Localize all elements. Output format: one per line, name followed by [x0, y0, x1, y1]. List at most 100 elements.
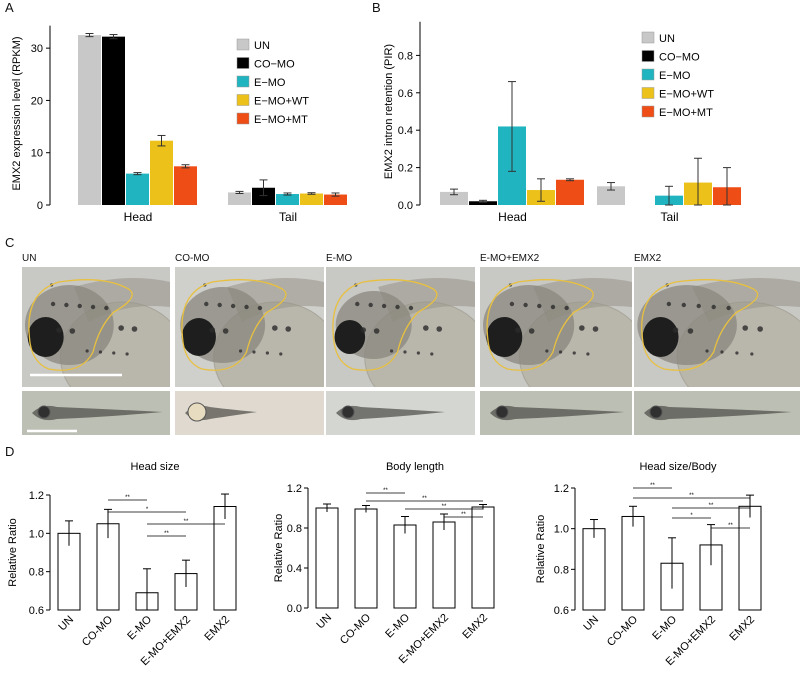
y-tick-label: 0.8: [29, 567, 44, 579]
significance-label: **: [728, 523, 733, 529]
pigment-spot: [222, 328, 229, 334]
embryo-body: [490, 405, 625, 421]
pigment-spot: [272, 325, 278, 331]
legend-swatch-0: [641, 31, 655, 44]
embryo-head-photo-1: [175, 267, 324, 387]
chart-d-body-length: Body length 0.0 0.4 0.8 1.2 Relative Ratio UN C…: [273, 461, 495, 666]
legend-swatch-0: [236, 38, 250, 51]
legend-label-3: E−MO+WT: [254, 96, 309, 108]
photo-label-4: EMX2: [634, 253, 662, 264]
bar-head-4: [174, 166, 197, 205]
bar-0: [315, 507, 339, 609]
pigment-spot: [238, 349, 243, 353]
chart-a-expression: 0 10 20 30 EMX2 expression level (RPKM) Head T…: [11, 25, 347, 224]
pigment-spot: [90, 304, 96, 310]
significance-label: **: [461, 512, 466, 518]
y-tick-label: 10: [31, 148, 43, 160]
legend-swatch-3: [236, 94, 250, 106]
legend-swatch-1: [236, 57, 250, 69]
pigment-spot: [416, 351, 420, 355]
pigment-spot: [98, 350, 103, 354]
embryo-eye-or-yolk: [37, 405, 51, 419]
y-tick-label: 0.4: [287, 563, 302, 575]
embryo-eye-or-yolk: [649, 405, 663, 419]
embryo-head-photo-4: [634, 267, 800, 387]
pigment-spot: [757, 326, 763, 332]
bar-1: [621, 515, 645, 611]
significance-label: **: [184, 519, 189, 525]
pigment-spot: [515, 327, 521, 333]
legend-label-2: E−MO: [254, 77, 286, 89]
embryo-eye-or-yolk: [495, 405, 509, 419]
significance-label: *: [690, 513, 693, 519]
pigment-spot: [572, 351, 576, 355]
x-tick-label-4: EMX2: [202, 614, 232, 644]
pigment-spot: [509, 301, 515, 307]
pigment-spot: [436, 326, 443, 332]
pigment-spot: [125, 352, 129, 356]
chart-title: Head size/Body: [639, 461, 717, 473]
bar-head-0: [78, 35, 101, 205]
embryo-body-photo-1: [175, 391, 324, 435]
pigment-spot: [368, 302, 373, 308]
photo-label-0: UN: [22, 253, 37, 264]
bar-head-4: [556, 179, 584, 205]
y-axis-label: Relative Ratio: [7, 518, 19, 586]
pigment-spot: [687, 328, 694, 334]
pigment-spot: [373, 328, 380, 334]
eye: [642, 317, 679, 357]
x-tick-label-4: EMX2: [727, 614, 757, 644]
pigment-spot: [705, 349, 709, 353]
chart-d-head-size-body: Head size/Body 0.6 0.8 1.0 1.2 Relative Ratio…: [535, 461, 762, 668]
legend-swatch-4: [236, 112, 250, 125]
head-outline: [181, 279, 287, 371]
embryo-body-photo-4: [634, 391, 800, 435]
pigment-spot: [265, 351, 269, 355]
legend-label-1: CO−MO: [659, 52, 700, 64]
y-tick-label: 0.0: [398, 200, 413, 212]
y-tick-label: 0: [37, 200, 43, 212]
pigment-spot: [279, 352, 283, 356]
embryo-eye-or-yolk: [187, 402, 207, 422]
y-tick-label: 0.8: [287, 523, 302, 535]
chart-title: Body length: [386, 461, 444, 473]
panel-letter-b: B: [372, 0, 381, 15]
x-tick-label-2: E-MO: [650, 613, 679, 642]
pigment-spot: [564, 305, 569, 311]
pigment-spot: [381, 303, 387, 309]
x-tick-label-1: CO-MO: [338, 611, 374, 647]
pigment-spot: [523, 302, 528, 308]
pigment-spot: [558, 350, 563, 354]
bar-tail-3: [300, 193, 323, 205]
pigment-spot: [77, 303, 82, 309]
legend-swatch-2: [236, 75, 250, 88]
y-tick-label: 0.8: [398, 50, 413, 62]
significance-label: **: [709, 503, 714, 509]
pigment-spot: [360, 327, 367, 333]
pigment-spot: [403, 350, 407, 354]
bar-tail-1: [252, 187, 275, 205]
legend-swatch-1: [641, 50, 655, 62]
embryo-body: [336, 405, 446, 421]
embryo-head-photo-0: [22, 267, 170, 387]
embryo-body-photo-3: [480, 391, 632, 435]
x-tick-label-0: UN: [314, 612, 334, 632]
y-tick-label: 0.2: [398, 163, 413, 175]
photo-label-2: E-MO: [326, 253, 353, 264]
legend-label-3: E−MO+WT: [659, 89, 714, 101]
group-label-tail: Tail: [279, 210, 297, 224]
x-tick-label-2: E-MO: [125, 613, 154, 642]
pigment-spot: [50, 301, 56, 307]
bar-4: [471, 506, 495, 609]
pigment-spot: [244, 304, 249, 310]
embryo-eye-or-yolk: [341, 405, 355, 419]
pigment-spot: [252, 350, 256, 354]
significance-label: **: [442, 504, 447, 510]
bar-head-0: [440, 191, 468, 205]
x-tick-label-1: CO-MO: [605, 613, 641, 649]
pigment-spot: [209, 327, 216, 333]
pigment-spot: [586, 352, 590, 356]
head-outline: [486, 279, 594, 371]
bar-head-2: [126, 173, 149, 205]
